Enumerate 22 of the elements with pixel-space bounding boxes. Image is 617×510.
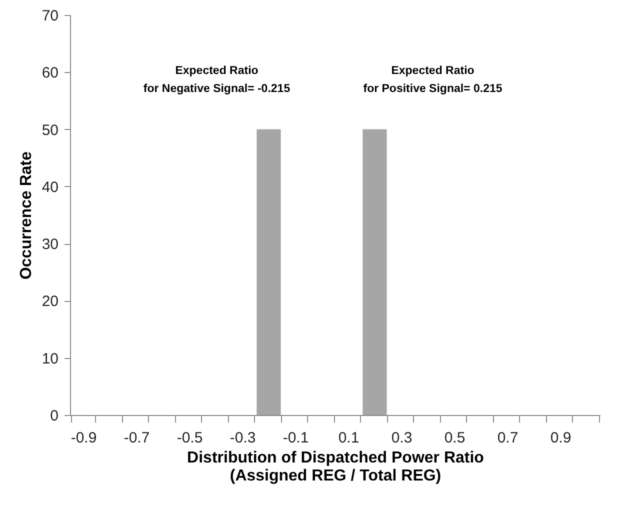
y-tick-label: 0 xyxy=(50,408,58,424)
y-tick-label: 50 xyxy=(42,122,58,139)
x-tick-label: -0.5 xyxy=(176,430,203,446)
y-tick-label: 40 xyxy=(42,178,58,196)
y-tick-label: 60 xyxy=(42,64,58,82)
x-tick-label: -0.9 xyxy=(70,430,97,446)
x-tick-label: 0.5 xyxy=(444,430,466,446)
x-tick-label: 0.7 xyxy=(497,430,518,446)
x-axis-title: Distribution of Dispatched Power Ratio (Assigned REG / Total REG) xyxy=(187,450,484,484)
y-tick-label: 70 xyxy=(42,8,58,24)
y-tick-label: 10 xyxy=(42,350,58,368)
x-tick-label: 0.1 xyxy=(338,430,360,446)
y-axis-title: Occurrence Rate xyxy=(18,151,35,280)
x-tick-label: 0.9 xyxy=(550,430,572,446)
x-tick-label: -0.3 xyxy=(230,430,256,446)
y-tick-label: 20 xyxy=(42,293,58,310)
x-tick-label: -0.7 xyxy=(124,430,150,446)
annotation: Expected Ratio for Negative Signal= -0.215 xyxy=(143,65,291,95)
x-tick-label: -0.1 xyxy=(282,430,309,446)
x-tick-label: 0.3 xyxy=(391,430,412,446)
y-tick-label: 30 xyxy=(42,236,58,254)
annotation: Expected Ratio for Positive Signal= 0.215 xyxy=(363,65,503,95)
